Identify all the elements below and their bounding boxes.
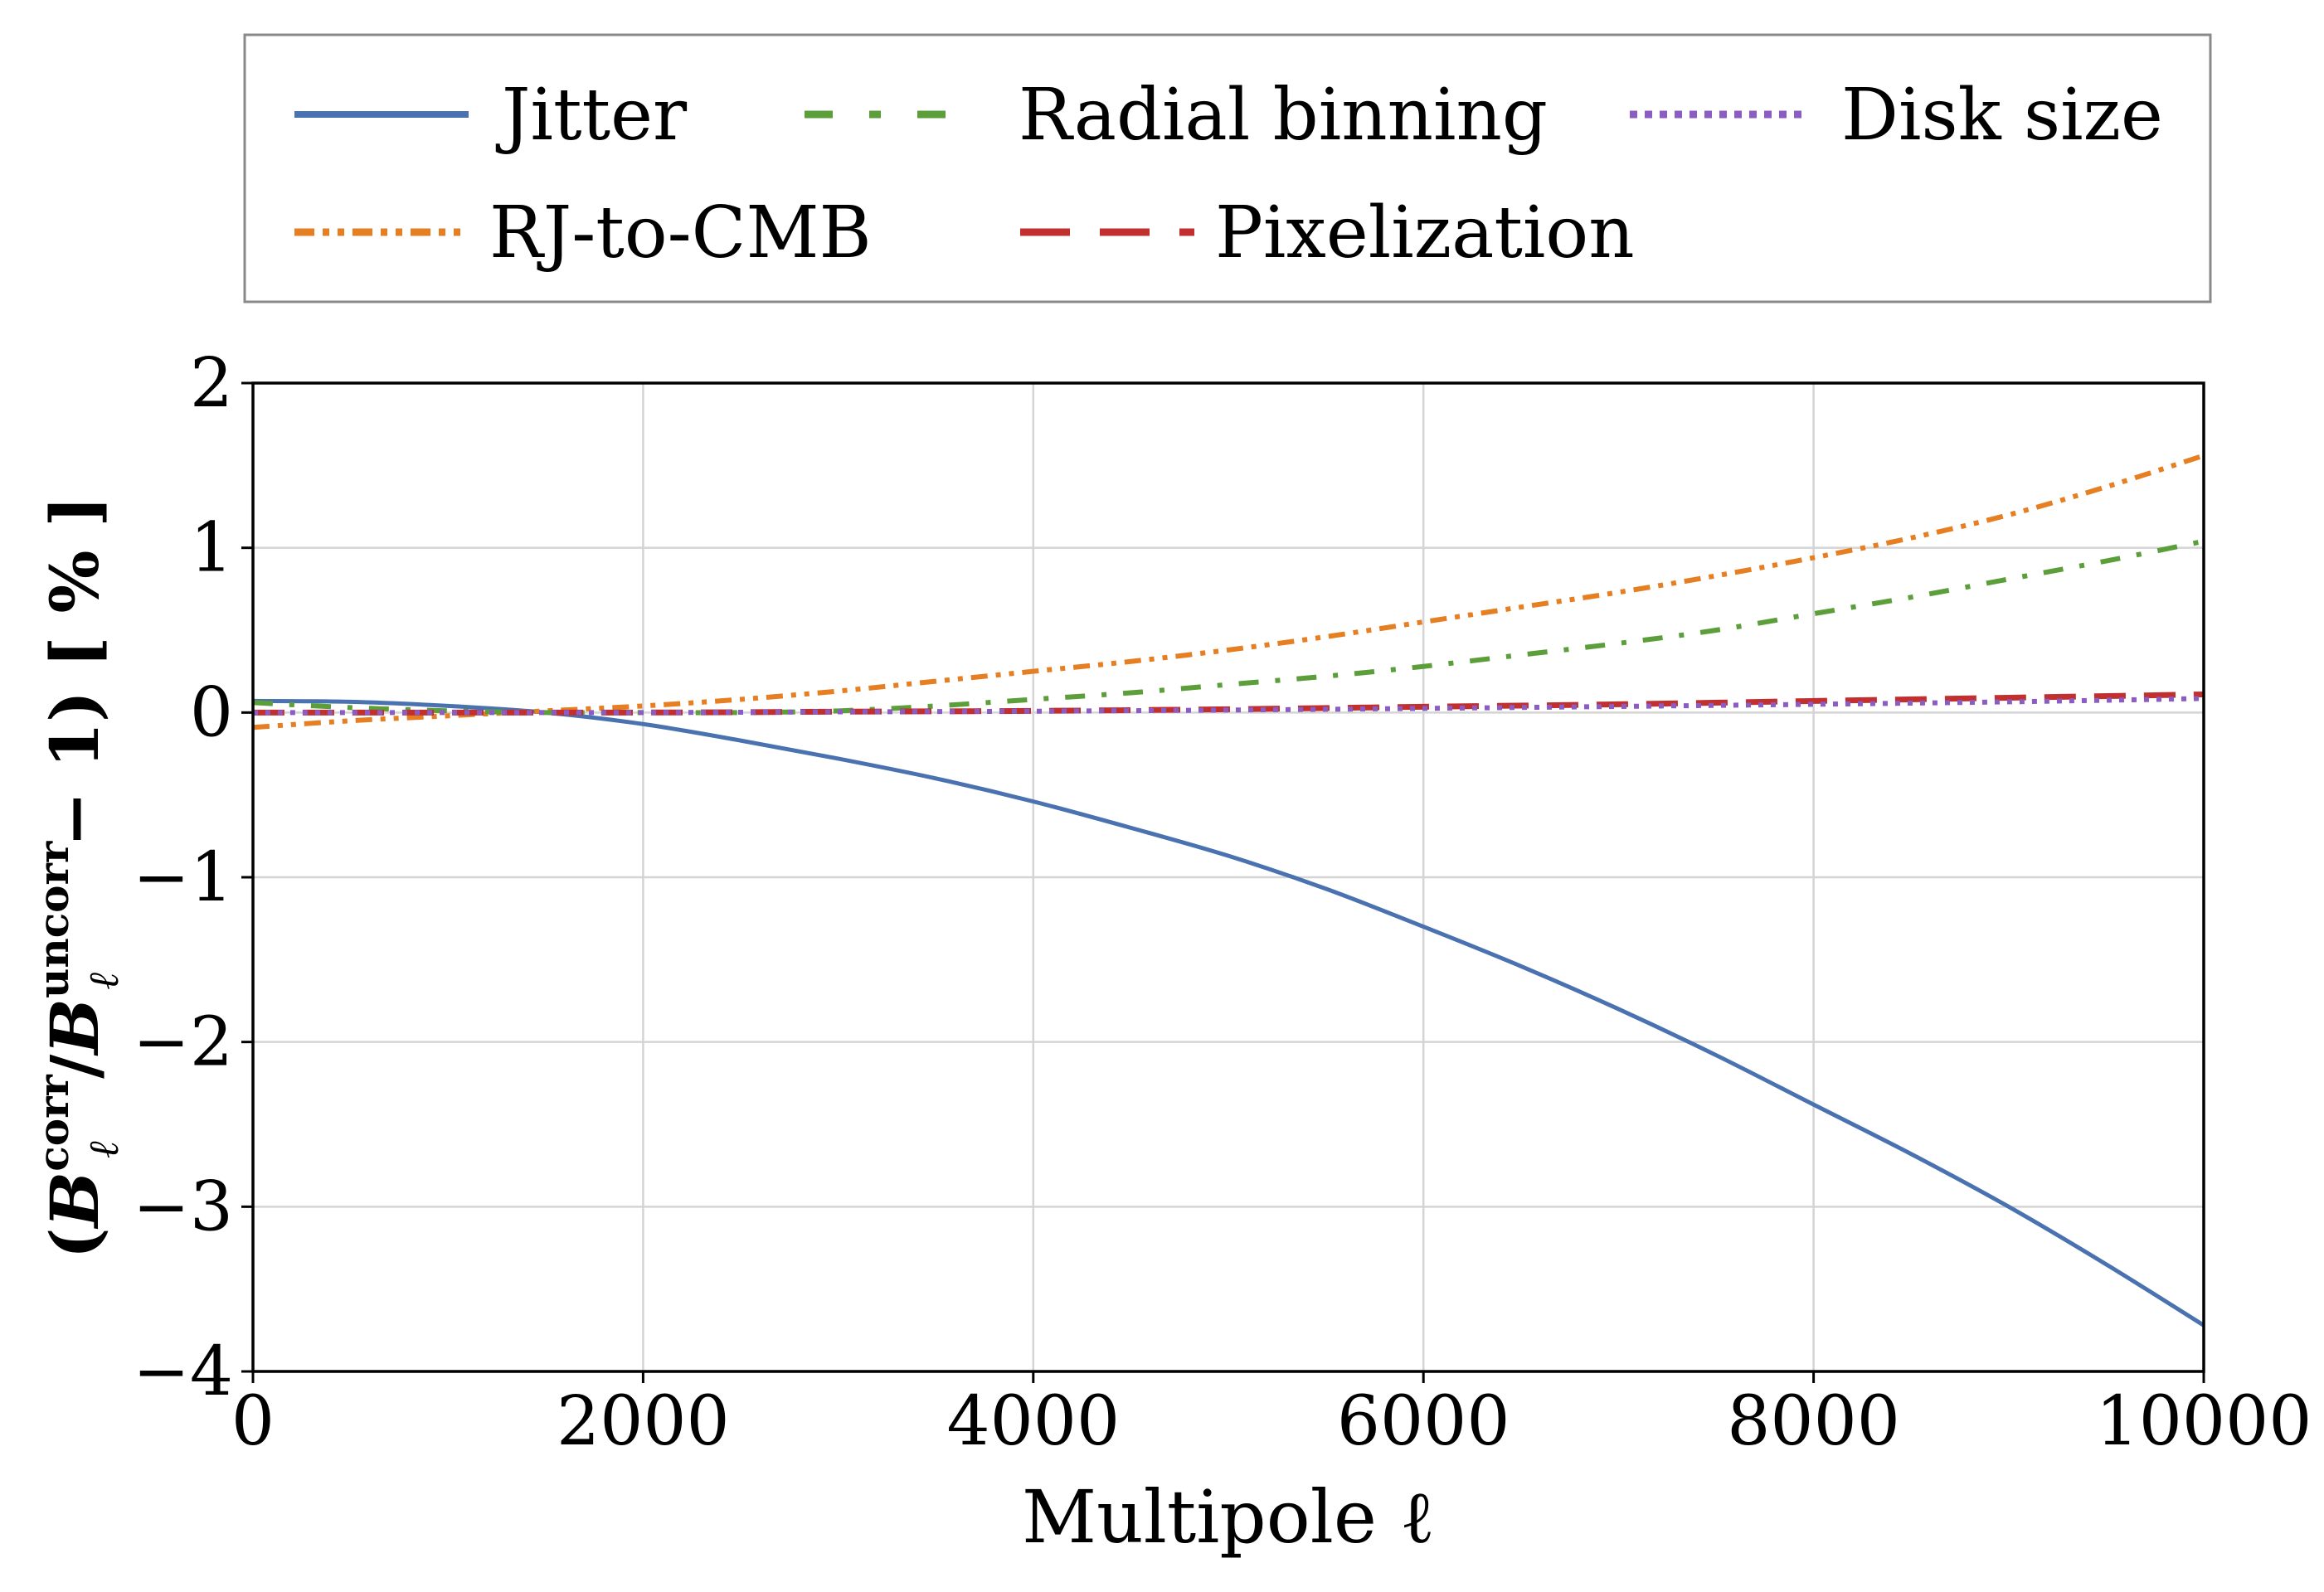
legend-label-jitter: Jitter <box>495 74 688 157</box>
x-axis-title: Multipole ℓ <box>1022 1474 1435 1560</box>
x-tick-label: 2000 <box>557 1382 730 1461</box>
y-axis-title: (Bcorrℓ/Buncorrℓ− 1) [ % ] <box>29 496 128 1259</box>
y-title-slash: / <box>36 1054 114 1079</box>
x-tick-label: 8000 <box>1727 1382 1900 1461</box>
series-line-rj-to-cmb <box>253 453 2204 730</box>
x-tick-label: 4000 <box>946 1382 1120 1461</box>
legend-label-disk-size: Disk size <box>1841 74 2163 157</box>
series-line-jitter <box>253 698 2204 1327</box>
legend-label-pixelization: Pixelization <box>1215 192 1635 274</box>
y-tick-label: 0 <box>190 673 233 752</box>
legend: Jitter Radial binning Disk size RJ-to-CMB Pi… <box>243 33 2212 303</box>
y-title-uncorr-sup: uncorr <box>29 841 78 998</box>
y-title-open: ( <box>36 1227 114 1259</box>
series-lines <box>253 453 2204 1327</box>
y-title-corr-sup: corr <box>29 1075 78 1172</box>
y-title-tail: − 1) [ % ] <box>36 496 114 847</box>
legend-frame <box>243 33 2212 303</box>
y-tick-label: −2 <box>133 1003 233 1082</box>
y-tick-label: 1 <box>190 509 233 588</box>
y-title-ell-sub-2: ℓ <box>79 971 128 988</box>
series-line-disk-size <box>253 696 2204 716</box>
x-tick-label: 10000 <box>2096 1382 2312 1461</box>
y-tick-label: 2 <box>190 344 233 423</box>
y-tick-label: −1 <box>133 838 233 917</box>
x-axis-ticks: 0 2000 4000 6000 8000 10000 <box>231 1371 2312 1461</box>
svg-text:(Bcorrℓ/Buncorrℓ− 1) [ % ]: (Bcorrℓ/Buncorrℓ− 1) [ % ] <box>29 496 128 1259</box>
y-title-ell-sub: ℓ <box>79 1140 128 1158</box>
legend-entries: Jitter Radial binning Disk size RJ-to-CMB Pi… <box>294 74 2163 274</box>
legend-label-radial-binning: Radial binning <box>1019 74 1548 157</box>
y-title-b-corr: B <box>36 1172 114 1230</box>
y-tick-label: −4 <box>133 1332 233 1411</box>
y-tick-label: −3 <box>133 1167 233 1246</box>
series-line-radial-binning <box>253 538 2204 716</box>
x-tick-label: 0 <box>231 1382 275 1461</box>
x-tick-label: 6000 <box>1337 1382 1510 1461</box>
series-line-pixelization <box>253 691 2204 716</box>
plot-area: 0 2000 4000 6000 8000 10000 −4 −3 −2 −1 0 1 2 <box>133 344 2312 1461</box>
y-title-b-uncorr: B <box>36 998 114 1056</box>
y-axis-ticks: −4 −3 −2 −1 0 1 2 <box>133 344 253 1411</box>
legend-label-rj-to-cmb: RJ-to-CMB <box>489 192 872 274</box>
